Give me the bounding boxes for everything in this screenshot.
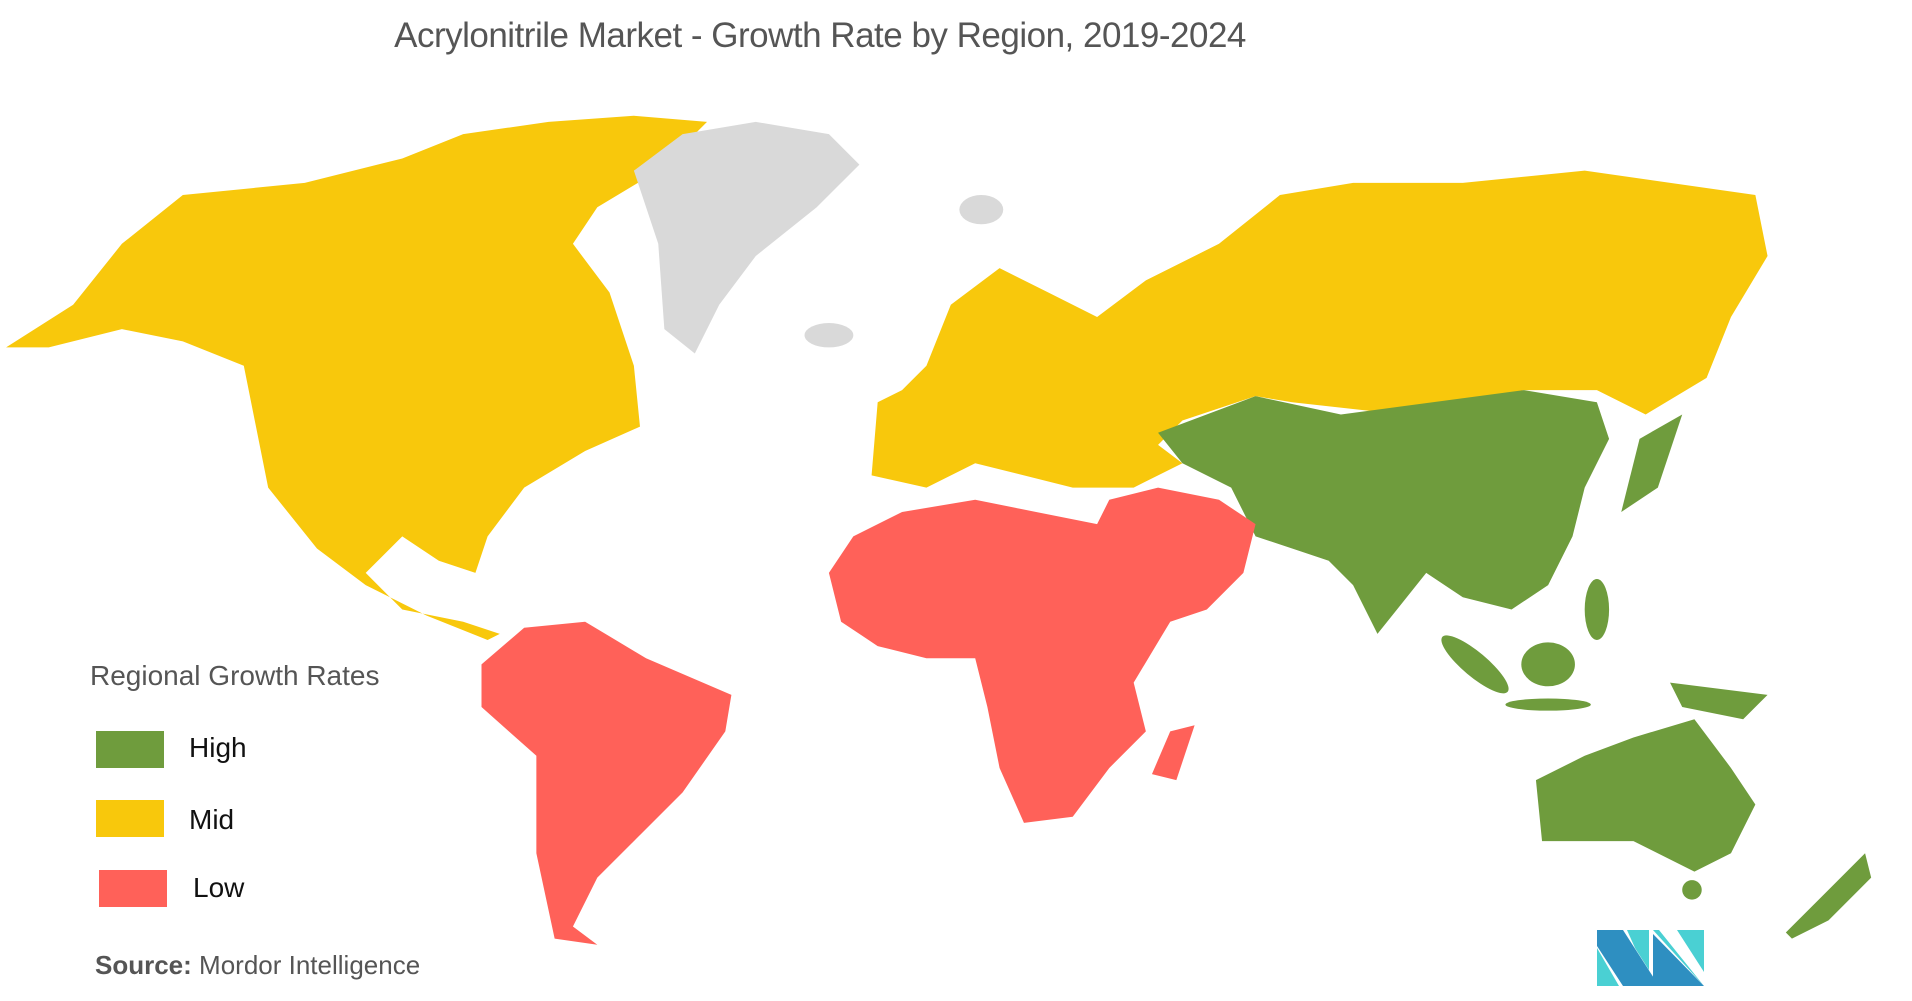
legend-label-low: Low <box>193 872 245 903</box>
region-japan <box>1621 414 1683 512</box>
region-madagascar <box>1151 725 1195 781</box>
region-new-zealand <box>1785 853 1872 939</box>
legend-swatch-high <box>96 731 164 768</box>
region-java <box>1505 698 1591 711</box>
map-title: Acrylonitrile Market - Growth Rate by Re… <box>394 16 1246 55</box>
region-north-america <box>6 115 708 640</box>
region-papua <box>1670 682 1768 720</box>
region-borneo <box>1521 642 1575 687</box>
region-svalbard <box>959 195 1004 225</box>
region-iceland <box>804 323 854 348</box>
region-asia <box>1158 390 1610 634</box>
legend-title: Regional Growth Rates <box>90 660 380 691</box>
legend-label-mid: Mid <box>189 804 235 835</box>
region-sumatra <box>1441 635 1509 694</box>
region-greenland <box>633 121 860 354</box>
region-tasmania <box>1682 880 1702 900</box>
legend-swatch-mid <box>96 800 164 837</box>
mordor-intelligence-logo <box>1597 930 1704 986</box>
source-value: Mordor Intelligence <box>199 950 421 980</box>
legend-label-high: High <box>189 732 247 763</box>
source-label: Source: <box>95 950 192 980</box>
region-australia <box>1535 719 1756 872</box>
region-europe-russia <box>871 170 1768 488</box>
region-africa-middle-east <box>828 487 1256 823</box>
source-note: Source: Mordor Intelligence <box>95 950 420 981</box>
legend-swatch-low <box>99 870 167 907</box>
region-south-america <box>481 621 732 945</box>
region-philippines <box>1584 579 1610 640</box>
